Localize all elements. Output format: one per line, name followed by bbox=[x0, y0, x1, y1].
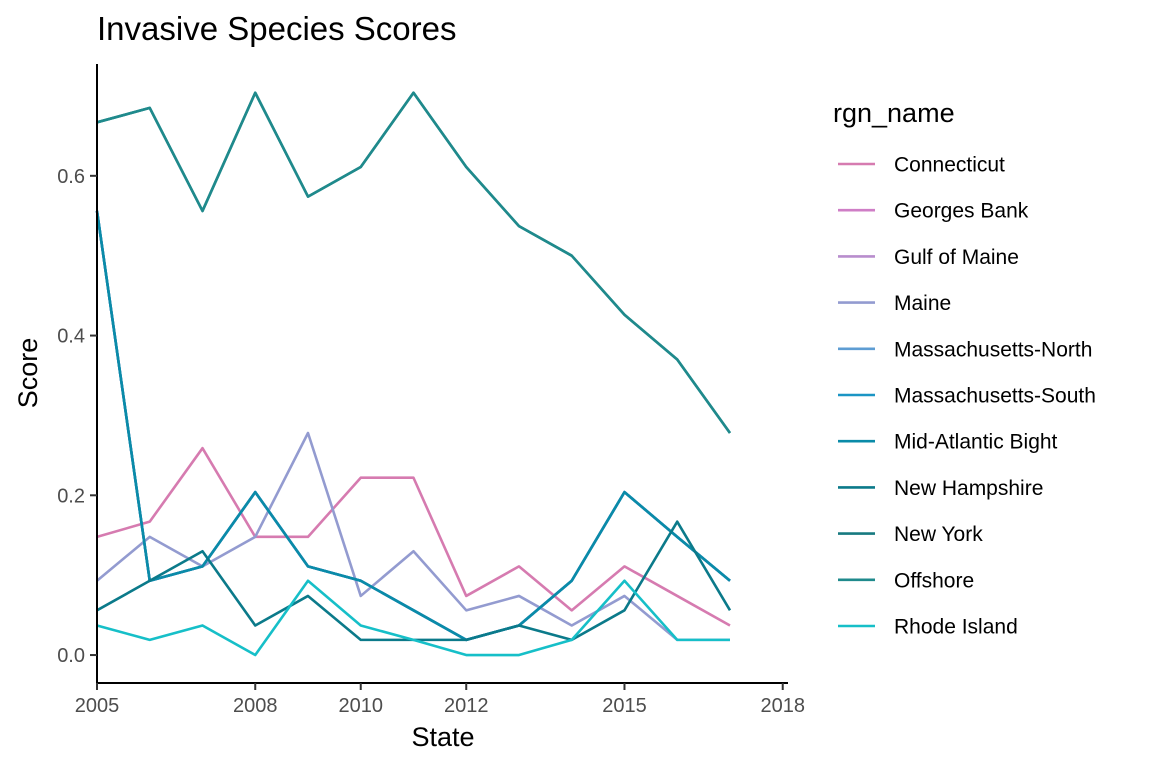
legend-item-maine: Maine bbox=[838, 292, 951, 315]
y-tick-label-1: 0.2 bbox=[57, 485, 85, 507]
series-line-gulf-of-maine bbox=[95, 210, 731, 642]
series-line-massachusetts-south bbox=[95, 210, 731, 642]
series-line-connecticut bbox=[96, 446, 731, 627]
y-axis-ticks: 0.0 0.2 0.4 0.6 bbox=[57, 166, 97, 667]
legend-item-connecticut: Connecticut bbox=[838, 154, 1005, 177]
legend-label-maine: Maine bbox=[894, 292, 951, 315]
legend-item-georges-bank: Georges Bank bbox=[838, 200, 1029, 223]
legend-item-new-york: New York bbox=[838, 523, 983, 546]
legend-title: rgn_name bbox=[833, 98, 955, 128]
x-axis-ticks: 2005 2008 2010 2012 2015 2018 bbox=[75, 683, 805, 717]
series-line-georges-bank bbox=[95, 210, 731, 642]
plot-area: 2005 2008 2010 2012 2015 2018 0.0 0.2 0.4 0.6 bbox=[57, 64, 805, 717]
series-line-massachusetts-north bbox=[95, 210, 731, 642]
series-line-mid-atlantic-bight bbox=[95, 210, 731, 642]
legend-label-gulf-of-maine: Gulf of Maine bbox=[894, 246, 1019, 269]
series-line-new-york bbox=[96, 91, 732, 434]
y-tick-label-0: 0.0 bbox=[57, 645, 85, 667]
chart-title: Invasive Species Scores bbox=[97, 10, 457, 47]
series-line-offshore bbox=[96, 91, 732, 434]
legend-label-rhode-island: Rhode Island bbox=[894, 616, 1018, 639]
y-tick-label-2: 0.4 bbox=[57, 326, 85, 348]
legend-item-rhode-island: Rhode Island bbox=[838, 616, 1018, 639]
legend-item-massachusetts-south: Massachusetts-South bbox=[838, 385, 1096, 408]
legend-item-gulf-of-maine: Gulf of Maine bbox=[838, 246, 1019, 269]
x-tick-label-2010: 2010 bbox=[338, 695, 383, 717]
legend-label-connecticut: Connecticut bbox=[894, 154, 1005, 177]
legend-label-massachusetts-south: Massachusetts-South bbox=[894, 385, 1096, 408]
legend-item-massachusetts-north: Massachusetts-North bbox=[838, 338, 1092, 361]
x-tick-label-2008: 2008 bbox=[233, 695, 278, 717]
legend-item-new-hampshire: New Hampshire bbox=[838, 477, 1043, 500]
x-tick-label-2005: 2005 bbox=[75, 695, 120, 717]
legend: rgn_name Connecticut Georges Bank Gulf of … bbox=[833, 98, 1096, 639]
series-line-new-hampshire bbox=[96, 520, 732, 642]
legend-label-massachusetts-north: Massachusetts-North bbox=[894, 338, 1092, 361]
legend-label-mid-atlantic-bight: Mid-Atlantic Bight bbox=[894, 431, 1058, 454]
legend-label-georges-bank: Georges Bank bbox=[894, 200, 1029, 223]
x-tick-label-2015: 2015 bbox=[602, 695, 647, 717]
x-tick-label-2012: 2012 bbox=[444, 695, 489, 717]
legend-item-offshore: Offshore bbox=[838, 569, 974, 592]
legend-label-offshore: Offshore bbox=[894, 569, 974, 592]
legend-item-mid-atlantic-bight: Mid-Atlantic Bight bbox=[838, 431, 1058, 454]
legend-label-new-york: New York bbox=[894, 523, 983, 546]
legend-items: Connecticut Georges Bank Gulf of Maine Main… bbox=[838, 154, 1096, 639]
y-axis-title: Score bbox=[13, 338, 43, 409]
series-layer bbox=[95, 91, 732, 657]
x-tick-label-2018: 2018 bbox=[760, 695, 805, 717]
y-tick-label-3: 0.6 bbox=[57, 166, 85, 188]
series-line-rhode-island bbox=[96, 579, 730, 657]
legend-label-new-hampshire: New Hampshire bbox=[894, 477, 1043, 500]
x-axis-title: State bbox=[411, 722, 474, 752]
